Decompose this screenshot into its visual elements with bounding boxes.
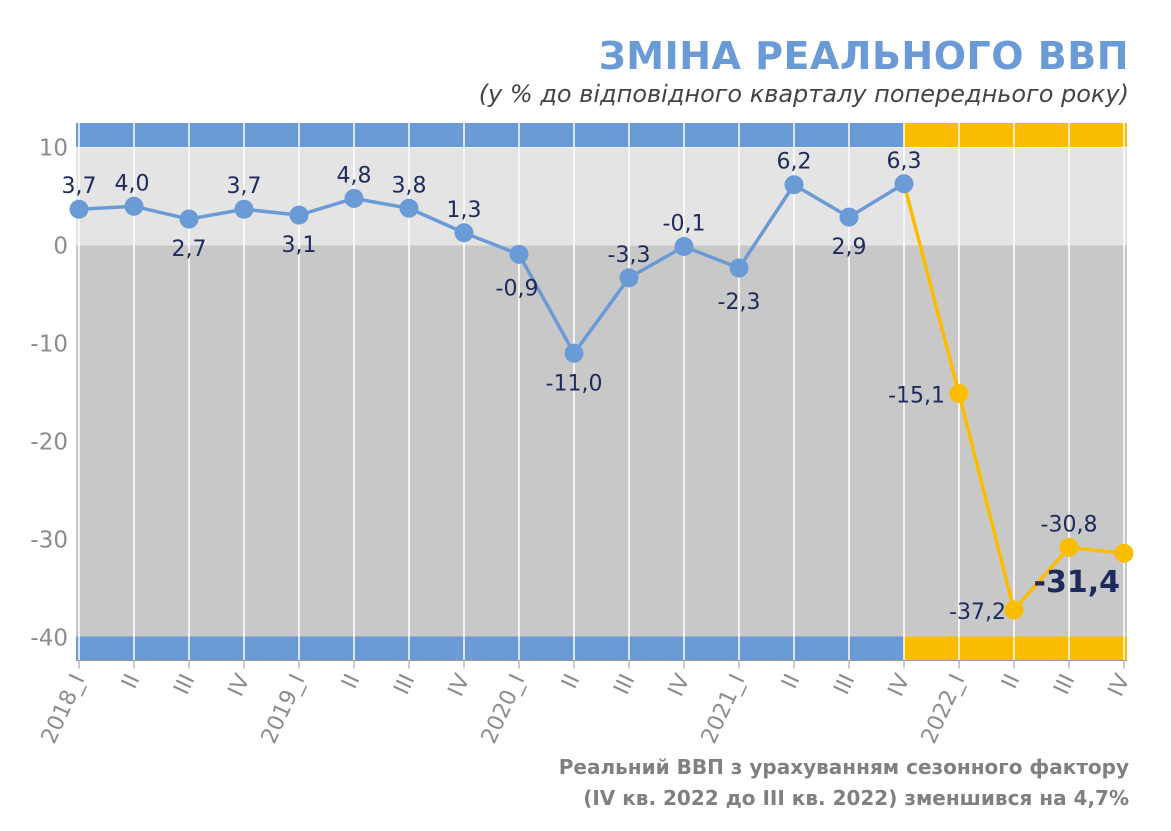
x-tick-label: II	[337, 670, 365, 692]
y-tick-label: 0	[53, 234, 68, 260]
x-tick-label: II	[997, 670, 1025, 692]
data-point	[839, 207, 859, 227]
x-tick-label: II	[557, 670, 585, 692]
x-tick-label: III	[830, 670, 861, 698]
data-point	[179, 209, 199, 229]
bottom-stripe-war	[904, 636, 1127, 661]
top-stripe-prewar	[76, 123, 904, 147]
data-point	[69, 199, 89, 219]
data-point	[674, 236, 694, 256]
x-tick-label: II	[777, 670, 805, 692]
footnote-line-1: Реальний ВВП з урахуванням сезонного фак…	[558, 755, 1129, 779]
data-point	[784, 175, 804, 195]
x-tick-label: 2022_I	[917, 670, 971, 747]
data-point	[949, 383, 969, 403]
data-label: -2,3	[718, 290, 761, 315]
x-tick-label: IV	[884, 670, 916, 700]
x-tick-label: III	[610, 670, 641, 698]
x-tick-label: 2020_I	[477, 670, 531, 747]
footnote: Реальний ВВП з урахуванням сезонного фак…	[559, 752, 1129, 814]
x-tick-label: III	[1050, 670, 1081, 698]
data-point	[729, 258, 749, 278]
footnote-line-2: (IV кв. 2022 до III кв. 2022) зменшився …	[583, 786, 1129, 810]
data-point	[289, 205, 309, 225]
data-point	[1059, 537, 1079, 557]
x-tick-label: 2019_I	[257, 670, 311, 747]
data-label: -0,9	[496, 276, 539, 301]
data-point	[234, 199, 254, 219]
data-point	[1114, 543, 1134, 563]
data-label: 1,3	[447, 198, 482, 223]
bottom-stripe-prewar	[76, 636, 904, 661]
data-point	[399, 198, 419, 218]
x-tick-label: 2018_I	[37, 670, 91, 747]
data-label: 6,3	[887, 149, 922, 174]
x-tick-label: IV	[1104, 670, 1136, 700]
x-tick-label: 2021_I	[697, 670, 751, 747]
y-tick-label: -40	[30, 626, 68, 652]
y-tick-label: 10	[39, 136, 68, 162]
data-label: -37,2	[949, 600, 1006, 625]
data-point	[509, 244, 529, 264]
data-label: 3,7	[227, 174, 262, 199]
negative-band	[76, 245, 1127, 638]
data-label: -11,0	[546, 371, 603, 396]
positive-band	[76, 147, 1127, 246]
series-line-prewar	[78, 182, 905, 356]
data-label: 2,9	[832, 235, 867, 260]
x-tick-label: IV	[224, 670, 256, 700]
data-label: 2,7	[172, 237, 207, 262]
y-tick-label: -20	[30, 430, 68, 456]
data-label: -30,8	[1041, 512, 1098, 537]
data-label: 3,7	[62, 174, 97, 199]
x-tick-label: II	[117, 670, 145, 692]
chart-subtitle: (у % до відповідного кварталу попередньо…	[478, 80, 1129, 108]
x-tick-label: III	[390, 670, 421, 698]
x-tick-label: IV	[444, 670, 476, 700]
data-label: 3,8	[392, 173, 427, 198]
data-label: 4,0	[115, 171, 150, 196]
data-point	[344, 188, 364, 208]
chart-title: ЗМІНА РЕАЛЬНОГО ВВП	[598, 34, 1129, 78]
data-point	[1004, 600, 1024, 620]
x-tick-label: IV	[664, 670, 696, 700]
data-point	[564, 343, 584, 363]
data-label: 3,1	[282, 233, 317, 258]
data-label: 6,2	[777, 150, 812, 175]
top-stripe-war	[904, 123, 1127, 147]
data-point	[894, 174, 914, 194]
data-label: 4,8	[337, 163, 372, 188]
data-label: -31,4	[1034, 565, 1120, 600]
y-tick-label: -30	[30, 528, 68, 554]
data-label: -0,1	[663, 211, 706, 236]
data-label: -15,1	[888, 383, 945, 408]
y-tick-label: -10	[30, 332, 68, 358]
data-point	[454, 223, 474, 243]
data-point	[124, 196, 144, 216]
data-label: -3,3	[608, 243, 651, 268]
x-tick-label: III	[170, 670, 201, 698]
data-point	[619, 268, 639, 288]
